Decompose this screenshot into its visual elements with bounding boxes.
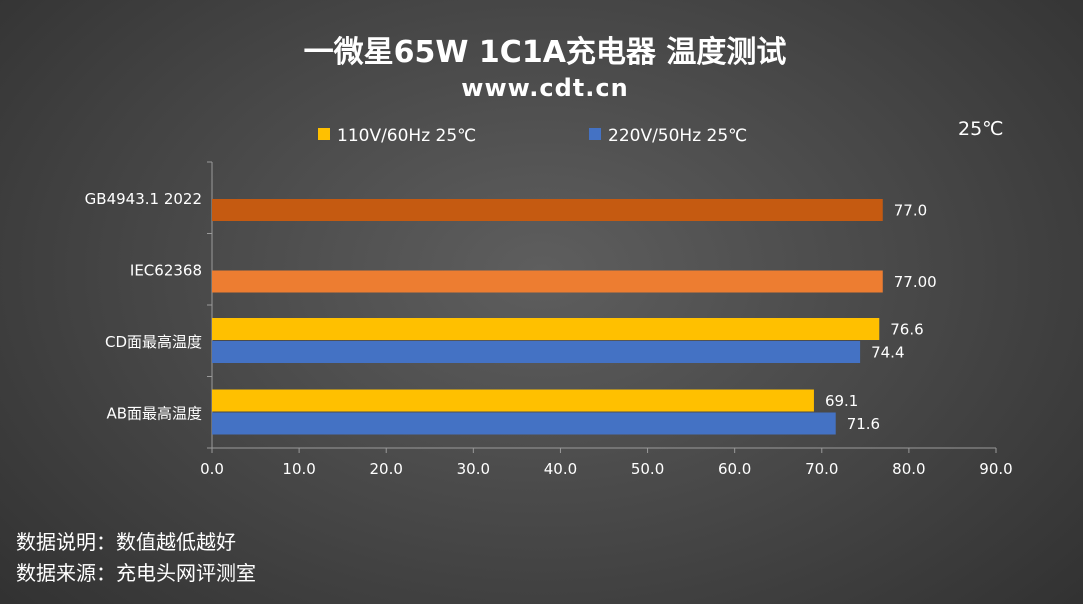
plot-area: 0.0 10.0 20.0 30.0 40.0 50.0 60.0 70.0 80.0 90.0 G… bbox=[85, 161, 1013, 478]
chart-title: 一微星65W 1C1A充电器 温度测试 bbox=[304, 35, 787, 70]
data-label: 77.00 bbox=[894, 273, 937, 291]
data-source: 数据来源：充电头网评测室 bbox=[16, 561, 256, 585]
legend-label-220v: 220V/50Hz 25℃ bbox=[608, 126, 747, 146]
data-note: 数据说明：数值越低越好 bbox=[16, 530, 236, 554]
legend-label-110v: 110V/60Hz 25℃ bbox=[337, 126, 476, 146]
x-tick-label: 70.0 bbox=[805, 460, 838, 478]
legend-swatch-220v bbox=[589, 128, 601, 140]
x-tick-label: 80.0 bbox=[892, 460, 925, 478]
data-label: 74.4 bbox=[871, 344, 904, 362]
bar bbox=[212, 270, 883, 293]
x-tick-label: 40.0 bbox=[544, 460, 577, 478]
category-label: AB面最高温度 bbox=[106, 404, 202, 422]
data-label: 76.6 bbox=[890, 321, 923, 339]
legend-swatch-110v bbox=[318, 128, 330, 140]
bar bbox=[212, 199, 883, 221]
x-tick-label: 10.0 bbox=[282, 460, 315, 478]
category-label: CD面最高温度 bbox=[105, 333, 202, 351]
category-label: IEC62368 bbox=[130, 262, 202, 280]
x-tick-label: 60.0 bbox=[718, 460, 751, 478]
unit-label: 25℃ bbox=[958, 118, 1004, 140]
chart-subtitle: www.cdt.cn bbox=[461, 74, 628, 102]
legend: 110V/60Hz 25℃ 220V/50Hz 25℃ bbox=[318, 126, 747, 146]
data-label: 77.0 bbox=[894, 202, 927, 220]
bar bbox=[212, 318, 880, 340]
x-tick-label: 20.0 bbox=[370, 460, 403, 478]
data-label: 69.1 bbox=[825, 392, 858, 410]
category-label: GB4943.1 2022 bbox=[85, 190, 202, 208]
x-tick-label: 0.0 bbox=[200, 460, 224, 478]
x-tick-label: 50.0 bbox=[631, 460, 664, 478]
bar bbox=[212, 389, 814, 412]
data-label: 71.6 bbox=[847, 415, 880, 433]
x-tick-label: 90.0 bbox=[979, 460, 1012, 478]
bar bbox=[212, 341, 861, 363]
bar bbox=[212, 412, 836, 435]
x-tick-label: 30.0 bbox=[457, 460, 490, 478]
